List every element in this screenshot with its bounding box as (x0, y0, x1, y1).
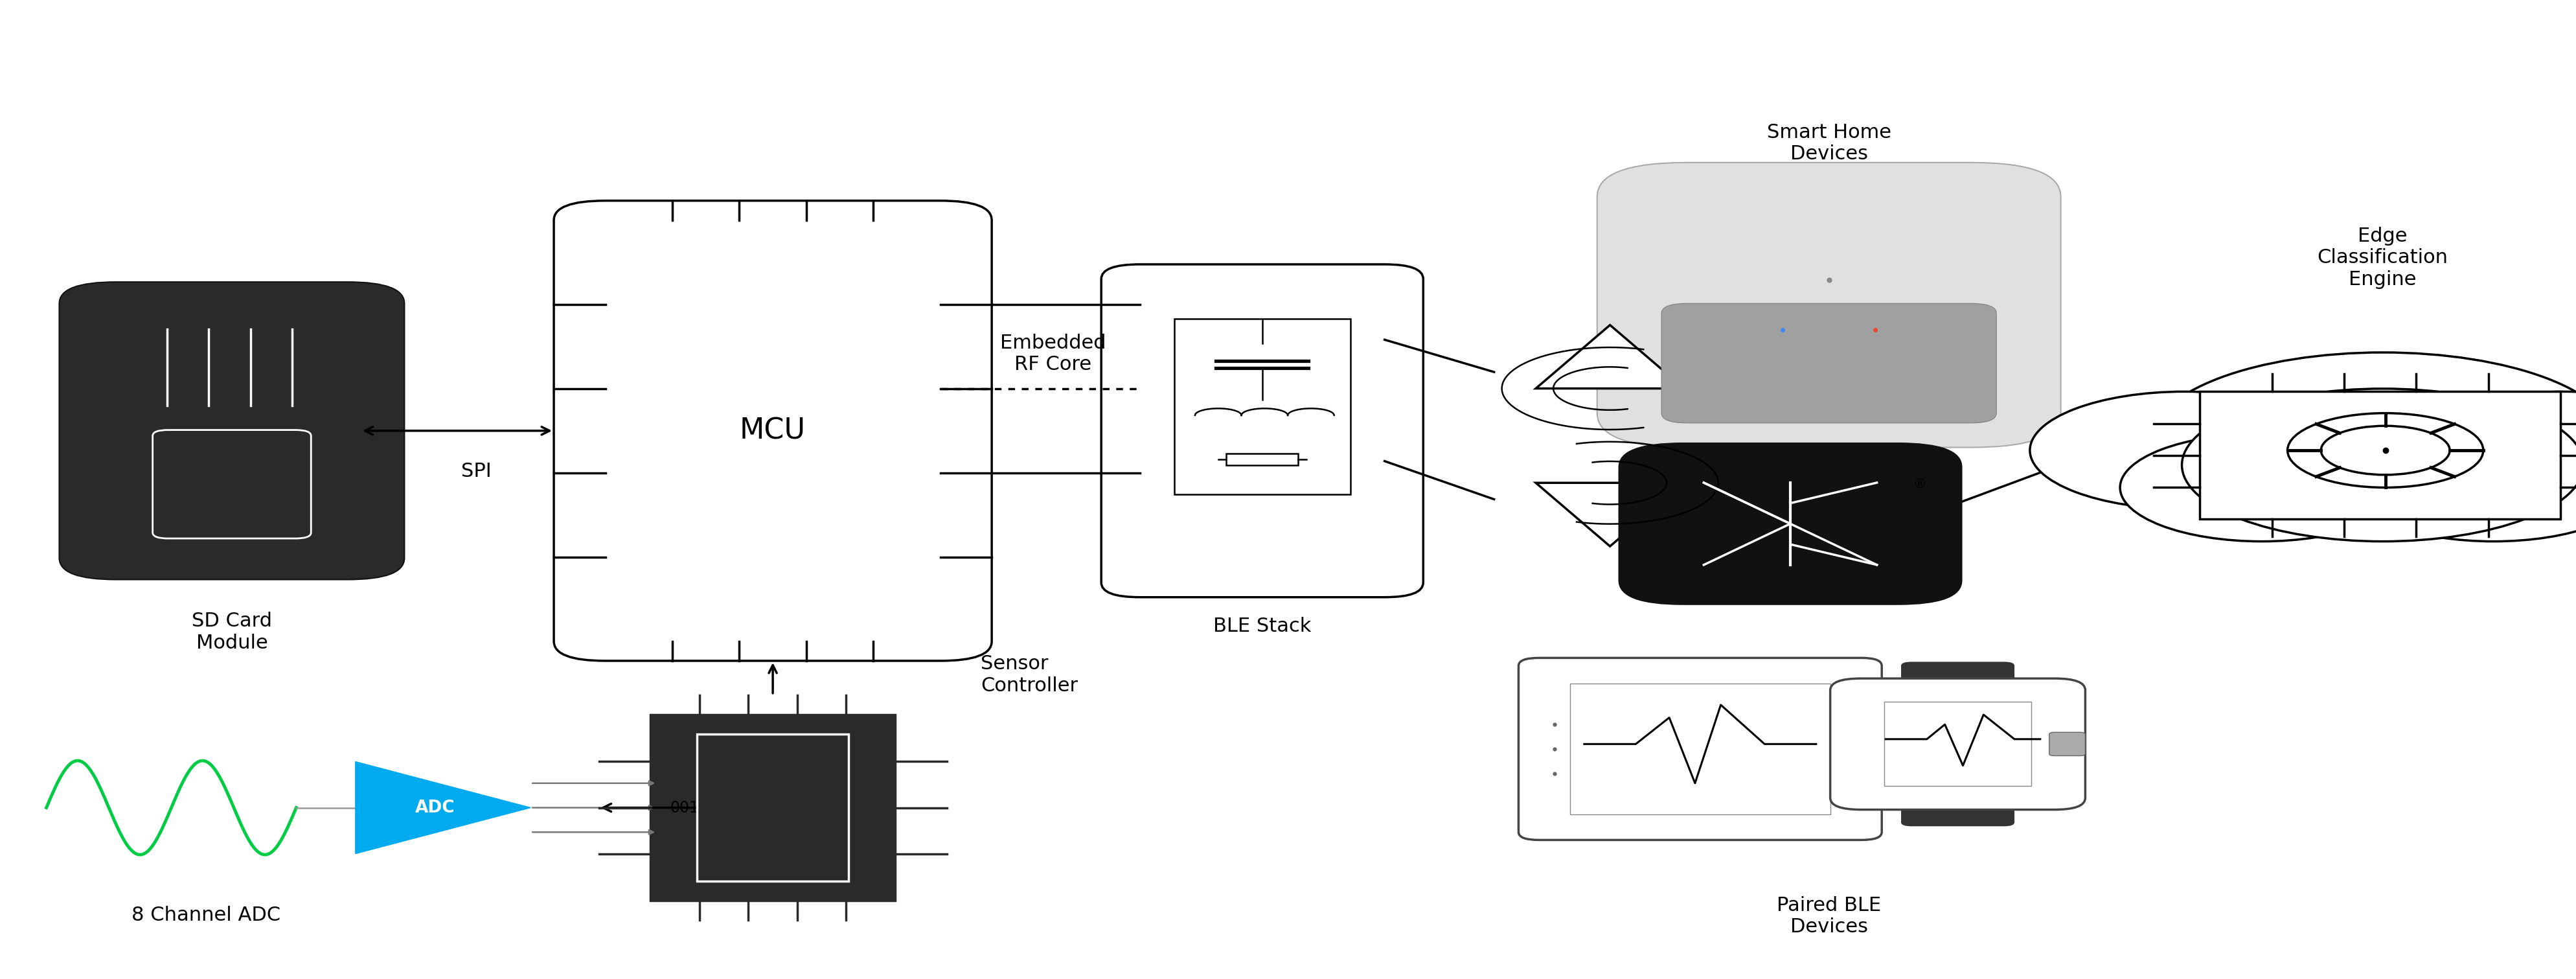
Circle shape (2120, 434, 2403, 541)
FancyBboxPatch shape (1520, 658, 1880, 840)
FancyBboxPatch shape (554, 201, 992, 661)
FancyBboxPatch shape (59, 282, 404, 580)
Circle shape (2030, 392, 2339, 509)
FancyBboxPatch shape (152, 430, 312, 538)
Text: BLE Stack: BLE Stack (1213, 617, 1311, 635)
FancyBboxPatch shape (1901, 794, 2014, 826)
FancyBboxPatch shape (2200, 392, 2561, 519)
Text: 00111101: 00111101 (670, 800, 747, 816)
Text: ADC: ADC (415, 799, 456, 816)
Circle shape (2321, 426, 2450, 475)
Text: Paired BLE
Devices: Paired BLE Devices (1777, 896, 1880, 936)
Polygon shape (1535, 483, 1685, 546)
FancyBboxPatch shape (1901, 662, 2014, 694)
FancyBboxPatch shape (649, 715, 896, 901)
Circle shape (2182, 389, 2576, 541)
Text: Sensor
Controller: Sensor Controller (981, 655, 1077, 695)
FancyBboxPatch shape (1618, 443, 1963, 605)
FancyBboxPatch shape (1569, 683, 1829, 815)
FancyBboxPatch shape (1175, 318, 1350, 494)
FancyBboxPatch shape (696, 734, 848, 881)
Text: MCU: MCU (739, 417, 806, 444)
Text: ®: ® (1914, 478, 1927, 490)
Text: Edge
Classification
Engine: Edge Classification Engine (2318, 226, 2447, 289)
Text: Smart Home
Devices: Smart Home Devices (1767, 123, 1891, 163)
FancyBboxPatch shape (1103, 264, 1422, 597)
Circle shape (2409, 392, 2576, 509)
Polygon shape (1535, 325, 1685, 389)
FancyBboxPatch shape (1829, 678, 2084, 810)
Circle shape (2151, 352, 2576, 529)
Text: Embedded
RF Core: Embedded RF Core (999, 334, 1105, 374)
Text: 8 Channel ADC: 8 Channel ADC (131, 906, 281, 925)
FancyBboxPatch shape (1662, 303, 1996, 423)
FancyBboxPatch shape (1597, 163, 2061, 447)
FancyBboxPatch shape (2048, 732, 2084, 756)
Text: SPI: SPI (721, 827, 752, 846)
Text: SD Card
Module: SD Card Module (191, 612, 273, 652)
Text: SPI: SPI (461, 462, 492, 481)
FancyBboxPatch shape (1883, 702, 2030, 786)
Circle shape (2352, 434, 2576, 541)
Polygon shape (355, 762, 531, 854)
FancyBboxPatch shape (1226, 453, 1298, 465)
